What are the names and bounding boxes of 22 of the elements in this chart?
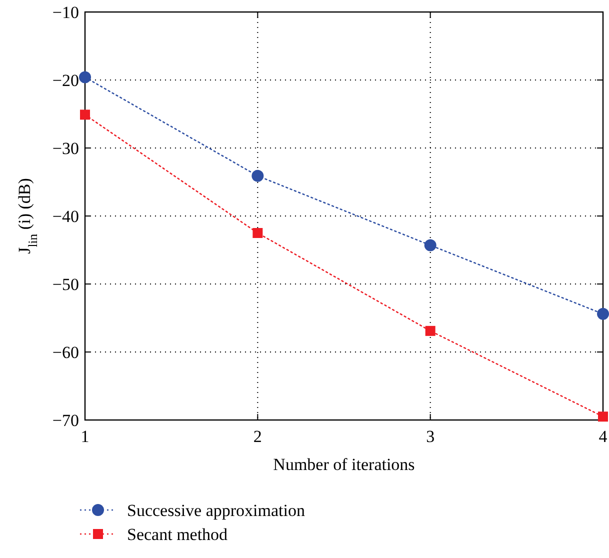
point <box>79 71 91 84</box>
y-tick-label: −30 <box>52 139 79 158</box>
point <box>598 412 608 422</box>
point <box>80 110 90 120</box>
point <box>597 308 609 320</box>
y-tick-label: −70 <box>52 411 79 430</box>
x-axis-title: Number of iterations <box>273 455 415 474</box>
legend-label: Secant method <box>127 525 228 544</box>
legend-label: Successive approximation <box>127 501 306 520</box>
x-tick-label: 1 <box>80 427 90 446</box>
x-tick-label: 2 <box>253 427 262 446</box>
point <box>252 228 263 238</box>
y-tick-label: −40 <box>52 207 79 226</box>
x-tick-label: 3 <box>426 427 435 446</box>
point <box>424 239 436 252</box>
y-tick-label: −10 <box>52 3 79 22</box>
y-tick-label: −60 <box>52 343 79 362</box>
x-tick-label: 4 <box>598 427 608 446</box>
y-tick-label: −50 <box>52 275 79 294</box>
point <box>252 170 264 182</box>
y-tick-label: −20 <box>52 71 79 90</box>
point <box>425 326 436 336</box>
